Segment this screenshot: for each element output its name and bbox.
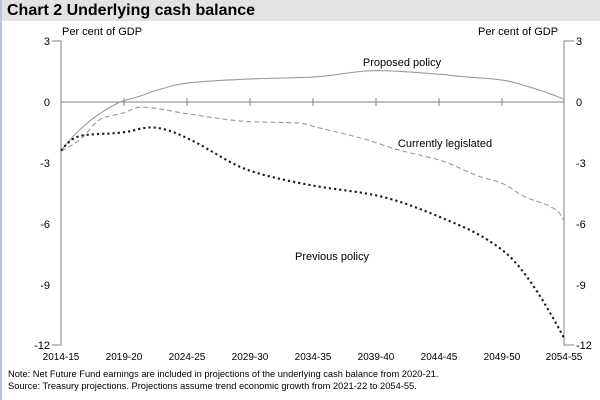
svg-text:3: 3: [576, 36, 582, 48]
svg-text:-12: -12: [34, 340, 50, 352]
svg-text:-12: -12: [576, 340, 592, 352]
svg-text:Currently legislated: Currently legislated: [398, 138, 492, 150]
svg-text:Per cent of GDP: Per cent of GDP: [478, 26, 558, 38]
svg-text:-3: -3: [576, 158, 586, 170]
svg-text:2019-20: 2019-20: [106, 352, 143, 363]
svg-text:2039-40: 2039-40: [358, 352, 395, 363]
svg-text:0: 0: [44, 97, 50, 109]
svg-text:-3: -3: [40, 158, 50, 170]
svg-text:2029-30: 2029-30: [232, 352, 269, 363]
svg-text:-6: -6: [40, 219, 50, 231]
svg-text:-6: -6: [576, 219, 586, 231]
svg-text:-9: -9: [40, 280, 50, 292]
svg-text:2049-50: 2049-50: [484, 352, 521, 363]
svg-text:2014-15: 2014-15: [43, 352, 80, 363]
svg-text:0: 0: [576, 97, 582, 109]
svg-text:Per cent of GDP: Per cent of GDP: [62, 26, 142, 38]
svg-text:2024-25: 2024-25: [169, 352, 206, 363]
svg-text:2044-45: 2044-45: [421, 352, 458, 363]
svg-text:Proposed policy: Proposed policy: [363, 57, 442, 69]
svg-text:Previous policy: Previous policy: [295, 251, 369, 263]
svg-text:2054-55: 2054-55: [546, 352, 583, 363]
svg-text:-9: -9: [576, 280, 586, 292]
svg-text:2034-35: 2034-35: [295, 352, 332, 363]
svg-text:3: 3: [44, 36, 50, 48]
